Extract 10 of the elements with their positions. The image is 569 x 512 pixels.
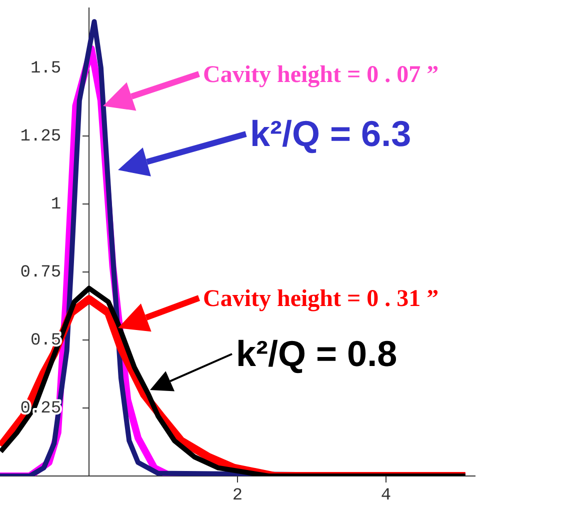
annotation: k²/Q = 6.3 bbox=[250, 112, 412, 154]
annotation: k²/Q = 0.8 bbox=[236, 332, 398, 374]
y-tick-label: 1.25 bbox=[20, 127, 62, 146]
y-tick-label: 1.5 bbox=[30, 59, 62, 78]
annotation: Cavity height = 0 . 07 ” bbox=[203, 62, 439, 88]
y-tick-label: 0.75 bbox=[20, 263, 62, 282]
y-tick-label: 1 bbox=[50, 195, 62, 214]
x-tick-label: 4 bbox=[380, 486, 392, 506]
annotation: Cavity height = 0 . 31 ” bbox=[203, 286, 439, 312]
x-tick-label: 2 bbox=[232, 486, 243, 506]
